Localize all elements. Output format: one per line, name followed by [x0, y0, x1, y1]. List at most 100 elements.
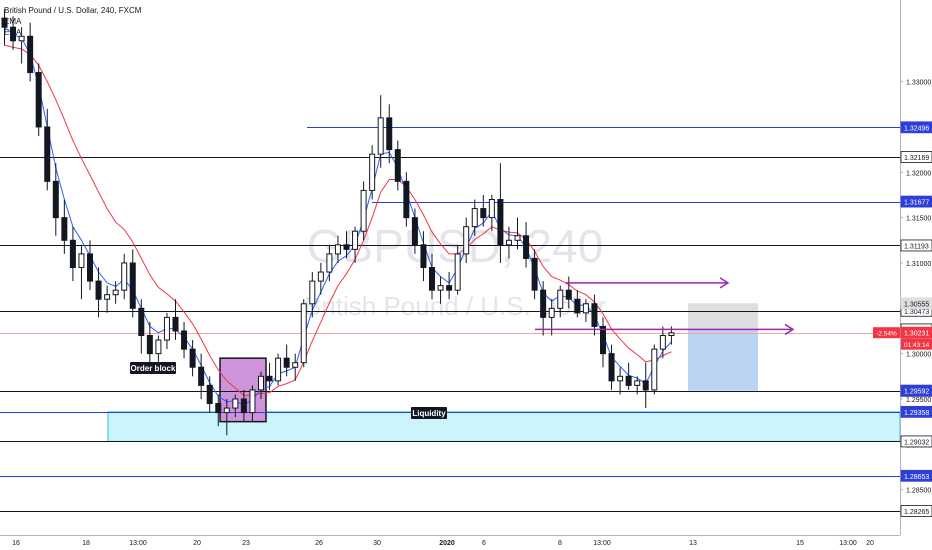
level-price-tag-bg — [900, 239, 932, 252]
candle-body — [634, 380, 641, 386]
candle-body — [471, 208, 478, 228]
position-stop-zone[interactable] — [688, 303, 758, 330]
candle-body — [617, 375, 624, 382]
time-tick-label: 16 — [12, 540, 20, 547]
time-tick-label: 13 — [689, 540, 697, 547]
countdown: 01:43:14 — [904, 342, 930, 349]
price-axis[interactable]: 1.330001.325001.320001.315001.310001.305… — [900, 0, 932, 535]
candle-body — [215, 403, 222, 414]
level-price-tag[interactable]: 1.29358 — [904, 410, 929, 417]
level-price-tag[interactable]: 1.28653 — [904, 474, 929, 481]
candle-body — [642, 380, 649, 391]
level-price-tag[interactable]: 1.29032 — [904, 439, 929, 446]
level-price-tag-bg — [900, 151, 932, 163]
candle-body — [394, 149, 401, 182]
candle-body — [429, 267, 435, 291]
symbol-title[interactable]: British Pound / U.S. Dollar, 240, FXCM — [4, 6, 142, 15]
time-tick-label: 20 — [193, 540, 201, 547]
candle-body — [138, 307, 145, 337]
candle-body — [275, 357, 282, 382]
candle-body — [377, 117, 384, 155]
price-tag[interactable]: 1.30555 — [904, 301, 929, 308]
candle-body — [258, 375, 264, 391]
level-price-tag[interactable]: 1.30473 — [904, 309, 929, 316]
candle-body — [446, 285, 453, 291]
level-price-tag[interactable]: 1.32496 — [904, 125, 929, 132]
candle-body — [548, 307, 555, 318]
price-tick-label: 1.31000 — [906, 261, 931, 268]
countdown-bg — [901, 338, 932, 350]
position-target-zone[interactable] — [688, 329, 758, 391]
candle-body — [317, 271, 324, 282]
candle-body — [52, 180, 59, 219]
candle-body — [369, 153, 376, 191]
candle-body — [95, 280, 102, 300]
candle-body — [69, 239, 76, 269]
price-tick-label: 1.28500 — [906, 488, 931, 495]
candle-body — [454, 253, 461, 291]
candle-body — [574, 298, 581, 314]
candle-body — [531, 257, 538, 291]
level-price-tag-bg — [900, 469, 932, 482]
liquidity-label[interactable]: Liquidity — [412, 409, 446, 418]
level-price-tag[interactable]: 1.28265 — [904, 509, 929, 516]
liquidity-label-bg — [411, 407, 447, 419]
time-axis-bg — [0, 535, 932, 550]
time-tick-label: 20 — [866, 540, 874, 547]
price-tick-label: 1.33000 — [906, 80, 931, 87]
candle-body — [480, 208, 487, 219]
level-price-tag[interactable]: 1.32169 — [904, 155, 929, 162]
ema-fast-line — [4, 26, 672, 406]
candle-body — [497, 198, 504, 246]
candle-body — [411, 217, 418, 246]
level-price-tag-bg — [900, 405, 932, 418]
candle-body — [181, 330, 188, 350]
candle-body — [352, 230, 359, 250]
ema-lines — [4, 26, 672, 406]
candle-body — [326, 253, 333, 273]
candle-body — [625, 375, 632, 386]
level-price-tag[interactable]: 1.31677 — [904, 200, 929, 207]
candle-body — [591, 303, 598, 327]
price-tick-label: 1.30000 — [906, 352, 931, 359]
time-tick-label: 23 — [242, 540, 250, 547]
candle-body — [121, 262, 128, 291]
time-tick-label: 6 — [482, 540, 486, 547]
candle-body — [651, 348, 658, 391]
candle-body — [249, 389, 256, 414]
candle-body — [240, 398, 247, 414]
level-price-tag-bg — [900, 435, 932, 448]
candle-body — [309, 280, 316, 305]
time-tick-label: 8 — [558, 540, 562, 547]
candle-body — [659, 335, 666, 350]
candle-body — [112, 289, 119, 296]
price-tick-label: 1.32000 — [906, 170, 931, 177]
candles — [1, 9, 675, 436]
candle-body — [155, 339, 162, 355]
candle-body — [163, 316, 170, 341]
time-axis[interactable]: 16 18 13:00 20 23 26 30 2020 6 8 13:00 13 15 13:00 20 — [0, 535, 932, 550]
candle-body — [172, 316, 179, 332]
price-tick-label: 1.31500 — [906, 216, 931, 223]
level-price-tag[interactable]: 1.31193 — [904, 243, 929, 250]
order-block-label[interactable]: Order block — [131, 364, 176, 373]
candle-body — [61, 217, 68, 241]
price-tag[interactable]: 1.29592 — [904, 389, 929, 396]
candle-body — [540, 289, 547, 318]
candle-body — [292, 362, 299, 368]
candle-body — [514, 235, 521, 241]
candle-body — [608, 353, 615, 382]
projection-arrow-lower-head — [784, 323, 795, 336]
level-price-tag-bg — [900, 505, 932, 517]
price-tag[interactable]: 1.30231 — [904, 331, 929, 338]
candle-body — [104, 294, 111, 300]
price-tag-bg — [900, 384, 932, 397]
horizontal-levels — [0, 127, 900, 512]
candle-body — [35, 72, 42, 128]
candle-body — [360, 189, 367, 232]
candle-body — [266, 375, 273, 382]
candle-body — [557, 289, 564, 309]
time-tick-label: 18 — [82, 540, 90, 547]
